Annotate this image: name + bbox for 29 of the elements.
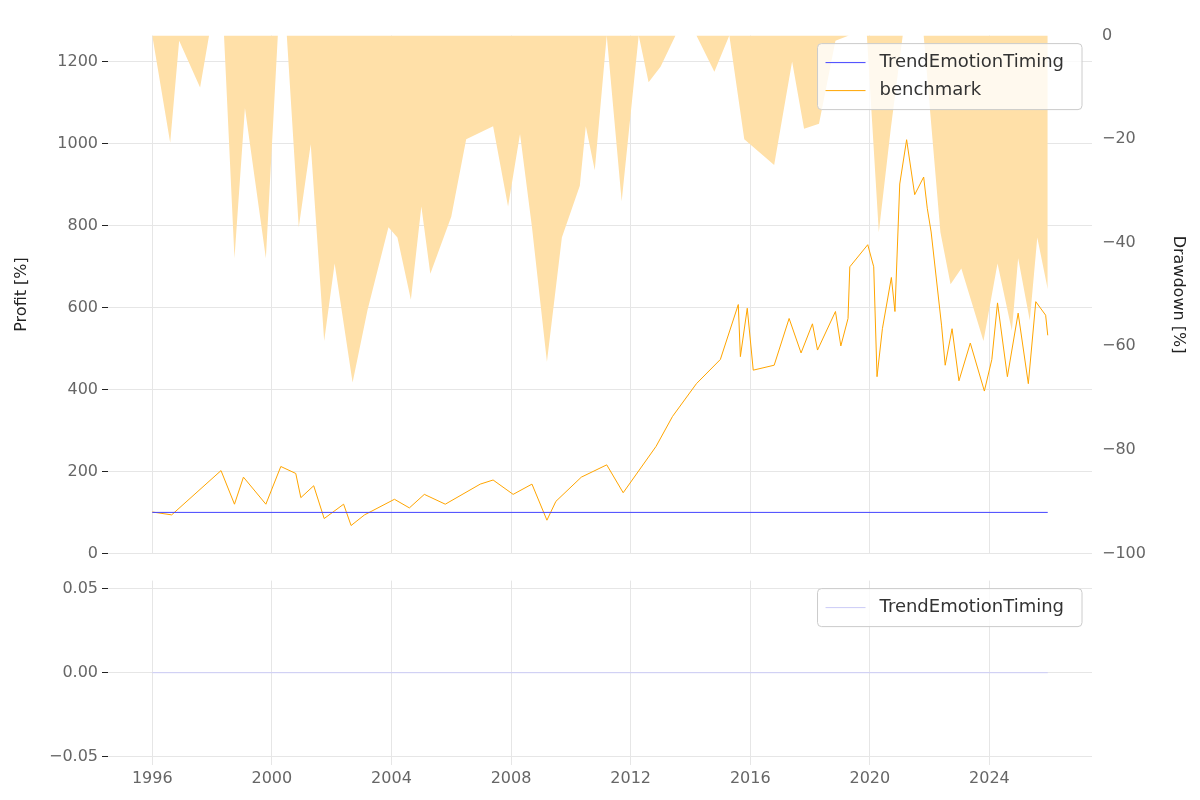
x-tick-label: 2008 [490,767,532,787]
y2-tick-label: −40 [1102,231,1136,251]
x-tick-label: 2024 [969,767,1010,787]
legend-label: TrendEmotionTiming [878,50,1065,72]
y2-tick-label: 0 [1102,24,1113,44]
text: benchmark [879,78,982,100]
y-tick-label: 0.00 [62,661,98,681]
y2-tick-label: −20 [1102,128,1136,148]
legend-label: TrendEmotionTiming [878,595,1065,617]
x-tick-label: 1996 [131,767,173,787]
x-tick-label: 2000 [251,767,293,787]
y-tick-label: 600 [67,296,98,316]
y-axis-title: Profit [%] [10,257,30,332]
y-tick-label: 800 [67,214,98,234]
x-tick-label: 2004 [371,767,412,787]
y-tick-label: 200 [67,460,98,480]
y-tick-label: −0.05 [48,745,98,765]
y2-tick-label: −60 [1102,335,1136,355]
y-tick-label: 1200 [57,50,98,70]
y-tick-label: 1000 [57,132,98,152]
x-tick-label: 2012 [610,767,652,787]
y2-tick-label: −100 [1102,542,1146,562]
x-tick-label: 2020 [849,767,891,787]
y-tick-label: 400 [67,378,98,398]
x-tick-label: 2016 [729,767,771,787]
y2-axis-title: Drawdown [%] [1170,235,1190,354]
y-tick-label: 0 [87,542,98,562]
y-tick-label: 0.05 [62,578,98,598]
y2-tick-label: −80 [1102,439,1136,458]
